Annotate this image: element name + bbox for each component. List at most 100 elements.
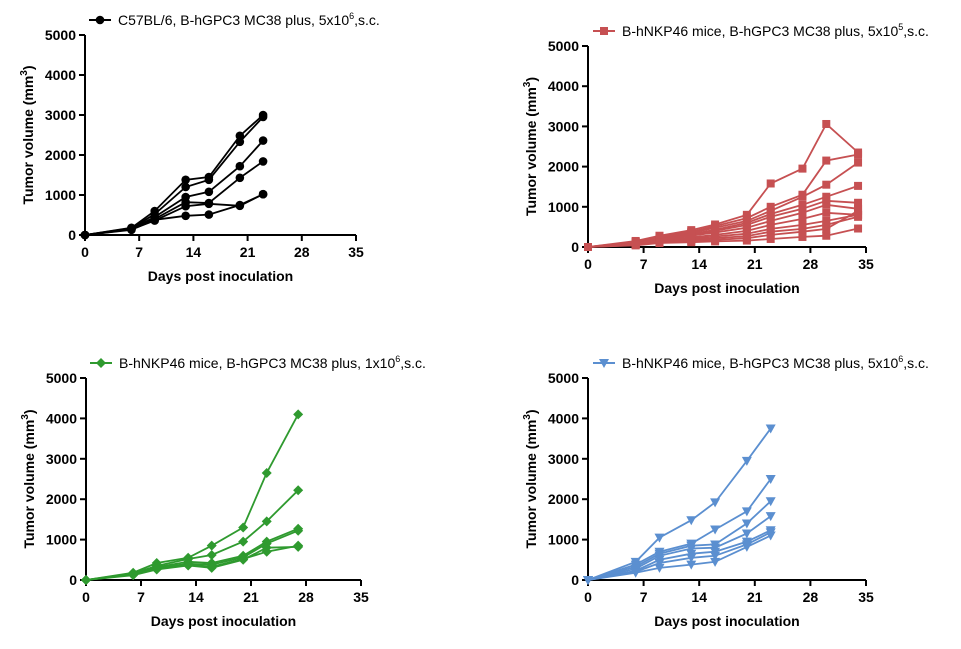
data-point bbox=[765, 424, 776, 434]
y-tick-label: 0 bbox=[571, 572, 579, 588]
data-point bbox=[798, 208, 807, 217]
legend-label: B-hNKP46 mice, B-hGPC3 MC38 plus, 5x106,… bbox=[622, 354, 929, 371]
y-tick-label: 5000 bbox=[548, 38, 579, 54]
data-point bbox=[128, 570, 139, 581]
legend: B-hNKP46 mice, B-hGPC3 MC38 plus, 5x106,… bbox=[593, 354, 929, 371]
x-tick-label: 0 bbox=[584, 256, 592, 272]
legend-label-suffix: ,s.c. bbox=[354, 12, 380, 28]
series-line bbox=[84, 139, 264, 236]
x-tick-label: 35 bbox=[858, 589, 874, 605]
y-axis-title-main: Tumor volume (mm bbox=[523, 87, 539, 216]
data-point bbox=[81, 575, 91, 585]
x-tick-label: 28 bbox=[294, 244, 310, 260]
y-tick-label: 1000 bbox=[45, 187, 76, 203]
x-tick-label: 21 bbox=[240, 244, 256, 260]
data-point bbox=[798, 232, 807, 241]
data-point bbox=[261, 542, 272, 553]
data-point bbox=[854, 212, 863, 221]
legend-marker bbox=[96, 358, 106, 368]
data-point bbox=[206, 562, 217, 573]
x-tick-label: 28 bbox=[803, 256, 819, 272]
data-point bbox=[655, 238, 664, 247]
y-tick-label: 5000 bbox=[548, 370, 579, 386]
series-line bbox=[587, 427, 772, 581]
y-tick-label: 2000 bbox=[45, 147, 76, 163]
legend-label-suffix: ,s.c. bbox=[903, 355, 929, 371]
y-tick-label: 4000 bbox=[46, 410, 77, 426]
data-point bbox=[822, 119, 831, 128]
legend-marker bbox=[95, 15, 105, 25]
series-line bbox=[587, 478, 772, 581]
x-tick-label: 21 bbox=[747, 589, 763, 605]
data-point bbox=[854, 206, 863, 215]
y-axis-title-suffix: ) bbox=[523, 77, 539, 82]
data-point bbox=[798, 204, 807, 213]
data-point bbox=[181, 211, 190, 221]
y-axis-title-suffix: ) bbox=[523, 409, 539, 414]
x-tick-label: 14 bbox=[691, 589, 707, 605]
y-axis-title-superscript: 3 bbox=[522, 414, 533, 420]
legend-label-superscript: 6 bbox=[349, 11, 354, 21]
x-tick-label: 7 bbox=[640, 256, 648, 272]
y-axis-title-superscript: 3 bbox=[19, 70, 30, 76]
legend-marker bbox=[600, 27, 608, 35]
data-point bbox=[238, 522, 249, 533]
legend-label: B-hNKP46 mice, B-hGPC3 MC38 plus, 5x105,… bbox=[622, 22, 929, 39]
series-2 bbox=[81, 485, 304, 585]
data-point bbox=[798, 227, 807, 236]
y-tick-label: 5000 bbox=[45, 27, 76, 43]
data-point bbox=[687, 238, 696, 247]
x-tick-label: 21 bbox=[243, 589, 259, 605]
x-tick-label: 7 bbox=[640, 589, 648, 605]
legend-label: B-hNKP46 mice, B-hGPC3 MC38 plus, 1x106,… bbox=[119, 354, 426, 371]
x-tick-label: 14 bbox=[691, 256, 707, 272]
x-tick-label: 28 bbox=[803, 589, 819, 605]
x-tick-label: 35 bbox=[353, 589, 369, 605]
data-point bbox=[766, 234, 775, 243]
data-point bbox=[238, 554, 249, 565]
chart-panel-1: 0 1000 2000 3000 4000 5000 0 7 14 21 28 35 Days post… bbox=[19, 11, 380, 284]
data-point bbox=[822, 180, 831, 189]
data-point bbox=[822, 220, 831, 229]
y-axis-title-main: Tumor volume (mm bbox=[20, 76, 36, 205]
legend-label-main: B-hNKP46 mice, B-hGPC3 MC38 plus, 5x10 bbox=[622, 355, 898, 371]
data-point bbox=[654, 563, 665, 573]
y-tick-label: 0 bbox=[69, 572, 77, 588]
data-point bbox=[854, 224, 863, 233]
data-point bbox=[206, 540, 217, 551]
data-point bbox=[630, 568, 641, 578]
data-point bbox=[293, 525, 304, 536]
data-point bbox=[766, 202, 775, 211]
data-point bbox=[181, 182, 190, 192]
x-tick-label: 28 bbox=[298, 589, 314, 605]
series-3 bbox=[80, 136, 268, 240]
data-point bbox=[258, 136, 268, 145]
x-tick-label: 14 bbox=[188, 589, 204, 605]
y-tick-label: 2000 bbox=[548, 159, 579, 175]
data-point bbox=[765, 475, 776, 484]
data-point bbox=[584, 243, 592, 251]
x-tick-label: 35 bbox=[858, 256, 874, 272]
y-axis-title: Tumor volume (mm3) bbox=[522, 77, 539, 216]
y-axis-title: Tumor volume (mm3) bbox=[20, 409, 37, 548]
series-line bbox=[587, 227, 859, 248]
legend-label: C57BL/6, B-hGPC3 MC38 plus, 5x106,s.c. bbox=[118, 11, 380, 28]
y-axis-title-superscript: 3 bbox=[522, 81, 533, 87]
data-point bbox=[235, 131, 245, 141]
data-point bbox=[766, 179, 775, 188]
data-point bbox=[854, 198, 863, 207]
y-tick-label: 1000 bbox=[46, 532, 77, 548]
y-axis-title: Tumor volume (mm3) bbox=[522, 409, 539, 548]
x-tick-label: 14 bbox=[186, 244, 202, 260]
x-tick-label: 21 bbox=[747, 256, 763, 272]
series-6 bbox=[80, 189, 268, 240]
data-point bbox=[204, 199, 214, 209]
data-point bbox=[710, 551, 721, 561]
data-point bbox=[798, 220, 807, 229]
data-point bbox=[631, 241, 640, 250]
data-point bbox=[710, 498, 721, 508]
x-tick-label: 7 bbox=[137, 589, 145, 605]
data-point bbox=[235, 200, 245, 210]
legend-label-suffix: ,s.c. bbox=[400, 355, 426, 371]
